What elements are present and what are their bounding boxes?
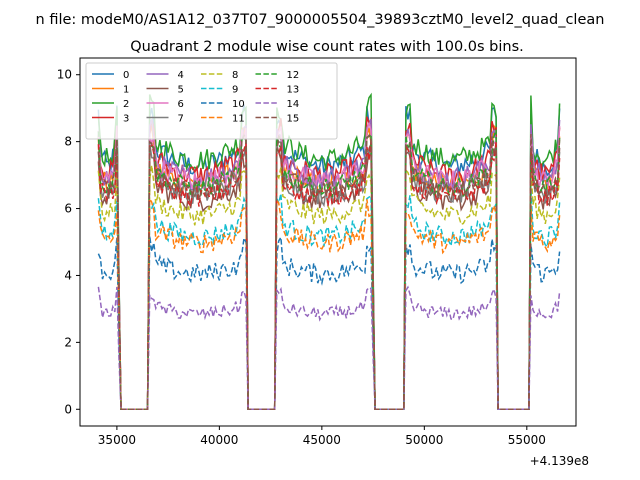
series-layer [97, 92, 561, 411]
series-line-14 [97, 285, 561, 411]
legend-label-3: 3 [123, 114, 129, 125]
legend-label-7: 7 [178, 114, 184, 125]
legend-label-11: 11 [232, 114, 245, 125]
series-line-13 [97, 141, 561, 411]
legend-label-8: 8 [232, 70, 238, 81]
legend-label-5: 5 [178, 85, 184, 96]
series-line-11 [97, 196, 561, 411]
legend-box [85, 62, 338, 140]
legend-label-14: 14 [287, 99, 300, 110]
legend-label-0: 0 [123, 70, 129, 81]
legend-label-2: 2 [123, 99, 129, 110]
legend-label-13: 13 [287, 85, 300, 96]
y-tick-label-6: 6 [64, 202, 72, 216]
series-line-8 [97, 165, 561, 411]
x-tick-label-55000: 55000 [508, 433, 546, 447]
x-tick-label-35000: 35000 [98, 433, 136, 447]
y-tick-label-0: 0 [64, 402, 72, 416]
x-tick-label-45000: 45000 [303, 433, 341, 447]
series-line-9 [97, 190, 561, 411]
legend-label-6: 6 [178, 99, 184, 110]
legend-label-15: 15 [287, 114, 300, 125]
x-tick-label-40000: 40000 [200, 433, 238, 447]
series-line-6 [97, 122, 561, 411]
legend-label-10: 10 [232, 99, 245, 110]
chart-title: Quadrant 2 module wise count rates with … [130, 39, 524, 55]
legend-label-9: 9 [232, 85, 238, 96]
y-tick-label-10: 10 [57, 68, 72, 82]
figure-suptitle: n file: modeM0/AS1A12_037T07_9000005504_… [36, 12, 605, 28]
series-line-2 [97, 92, 561, 411]
plot-frame [79, 57, 577, 427]
y-tick-label-2: 2 [64, 335, 72, 349]
x-tick-label-50000: 50000 [405, 433, 443, 447]
series-line-10 [97, 235, 561, 411]
y-tick-label-4: 4 [64, 268, 72, 282]
series-line-15 [97, 133, 561, 411]
x-offset-label: +4.139e8 [530, 454, 589, 468]
y-tick-label-8: 8 [64, 135, 72, 149]
legend-label-4: 4 [178, 70, 184, 81]
legend-label-1: 1 [123, 85, 129, 96]
legend-label-12: 12 [287, 70, 300, 81]
